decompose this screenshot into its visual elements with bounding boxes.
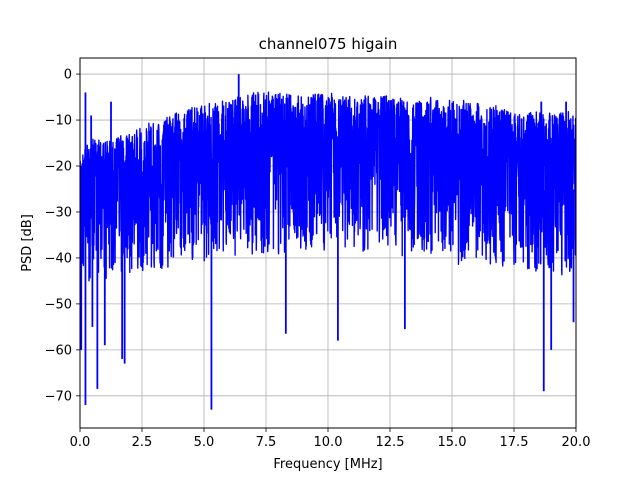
x-tick-label: 7.5	[256, 435, 277, 450]
x-tick-label: 10.0	[314, 435, 343, 450]
x-tick-label: 12.5	[376, 435, 405, 450]
y-axis: 0 −10 −20 −30 −40 −50 −60 −70	[45, 68, 80, 404]
y-tick-label: −50	[45, 297, 72, 312]
psd-trace	[80, 91, 576, 282]
x-tick-label: 20.0	[562, 435, 591, 450]
y-tick-label: −20	[45, 160, 72, 175]
chart-title: channel075 higain	[259, 35, 398, 53]
y-tick-label: −30	[45, 205, 72, 220]
y-tick-label: 0	[64, 68, 72, 83]
x-tick-label: 17.5	[500, 435, 529, 450]
x-tick-label: 0.0	[70, 435, 91, 450]
y-tick-label: −10	[45, 114, 72, 129]
y-tick-label: −40	[45, 251, 72, 266]
y-tick-label: −70	[45, 389, 72, 404]
y-tick-label: −60	[45, 343, 72, 358]
x-tick-label: 5.0	[194, 435, 215, 450]
y-axis-label: PSD [dB]	[20, 214, 35, 272]
x-axis-label: Frequency [MHz]	[273, 457, 382, 472]
series-group	[80, 74, 576, 410]
x-tick-label: 15.0	[438, 435, 467, 450]
x-tick-label: 2.5	[132, 435, 153, 450]
x-axis: 0.0 2.5 5.0 7.5 10.0 12.5 15.0 17.5 20.0	[70, 428, 591, 450]
